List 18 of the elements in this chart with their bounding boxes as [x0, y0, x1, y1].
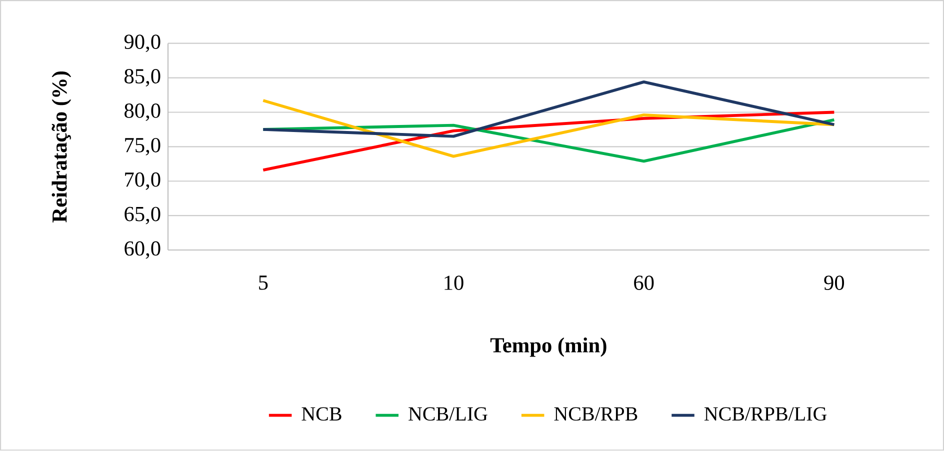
x-tick-label: 60: [634, 276, 654, 290]
y-tick-label: 65,0: [124, 206, 160, 224]
line-series: [262, 80, 836, 138]
y-tick-label: 85,0: [124, 69, 160, 87]
y-axis-title: Reidratação (%): [52, 72, 72, 223]
x-tick-label: 90: [824, 276, 844, 290]
x-tick-label: 10: [444, 276, 464, 290]
legend-label: NCB/RPB: [554, 407, 638, 421]
y-tick-label: 70,0: [125, 172, 160, 190]
y-tick-label: 60,0: [124, 241, 160, 259]
y-tick-label: 75,0: [125, 138, 160, 156]
legend-label: NCB/LIG: [408, 407, 488, 421]
y-tick-label: 80,0: [124, 104, 160, 122]
x-tick-label: 5: [259, 276, 268, 290]
legend-label: NCB/RPB/LIG: [704, 407, 827, 421]
legend-label: NCB: [302, 407, 342, 421]
x-axis-title: Tempo (min): [490, 338, 606, 357]
y-tick-label: 90,0: [124, 34, 160, 52]
